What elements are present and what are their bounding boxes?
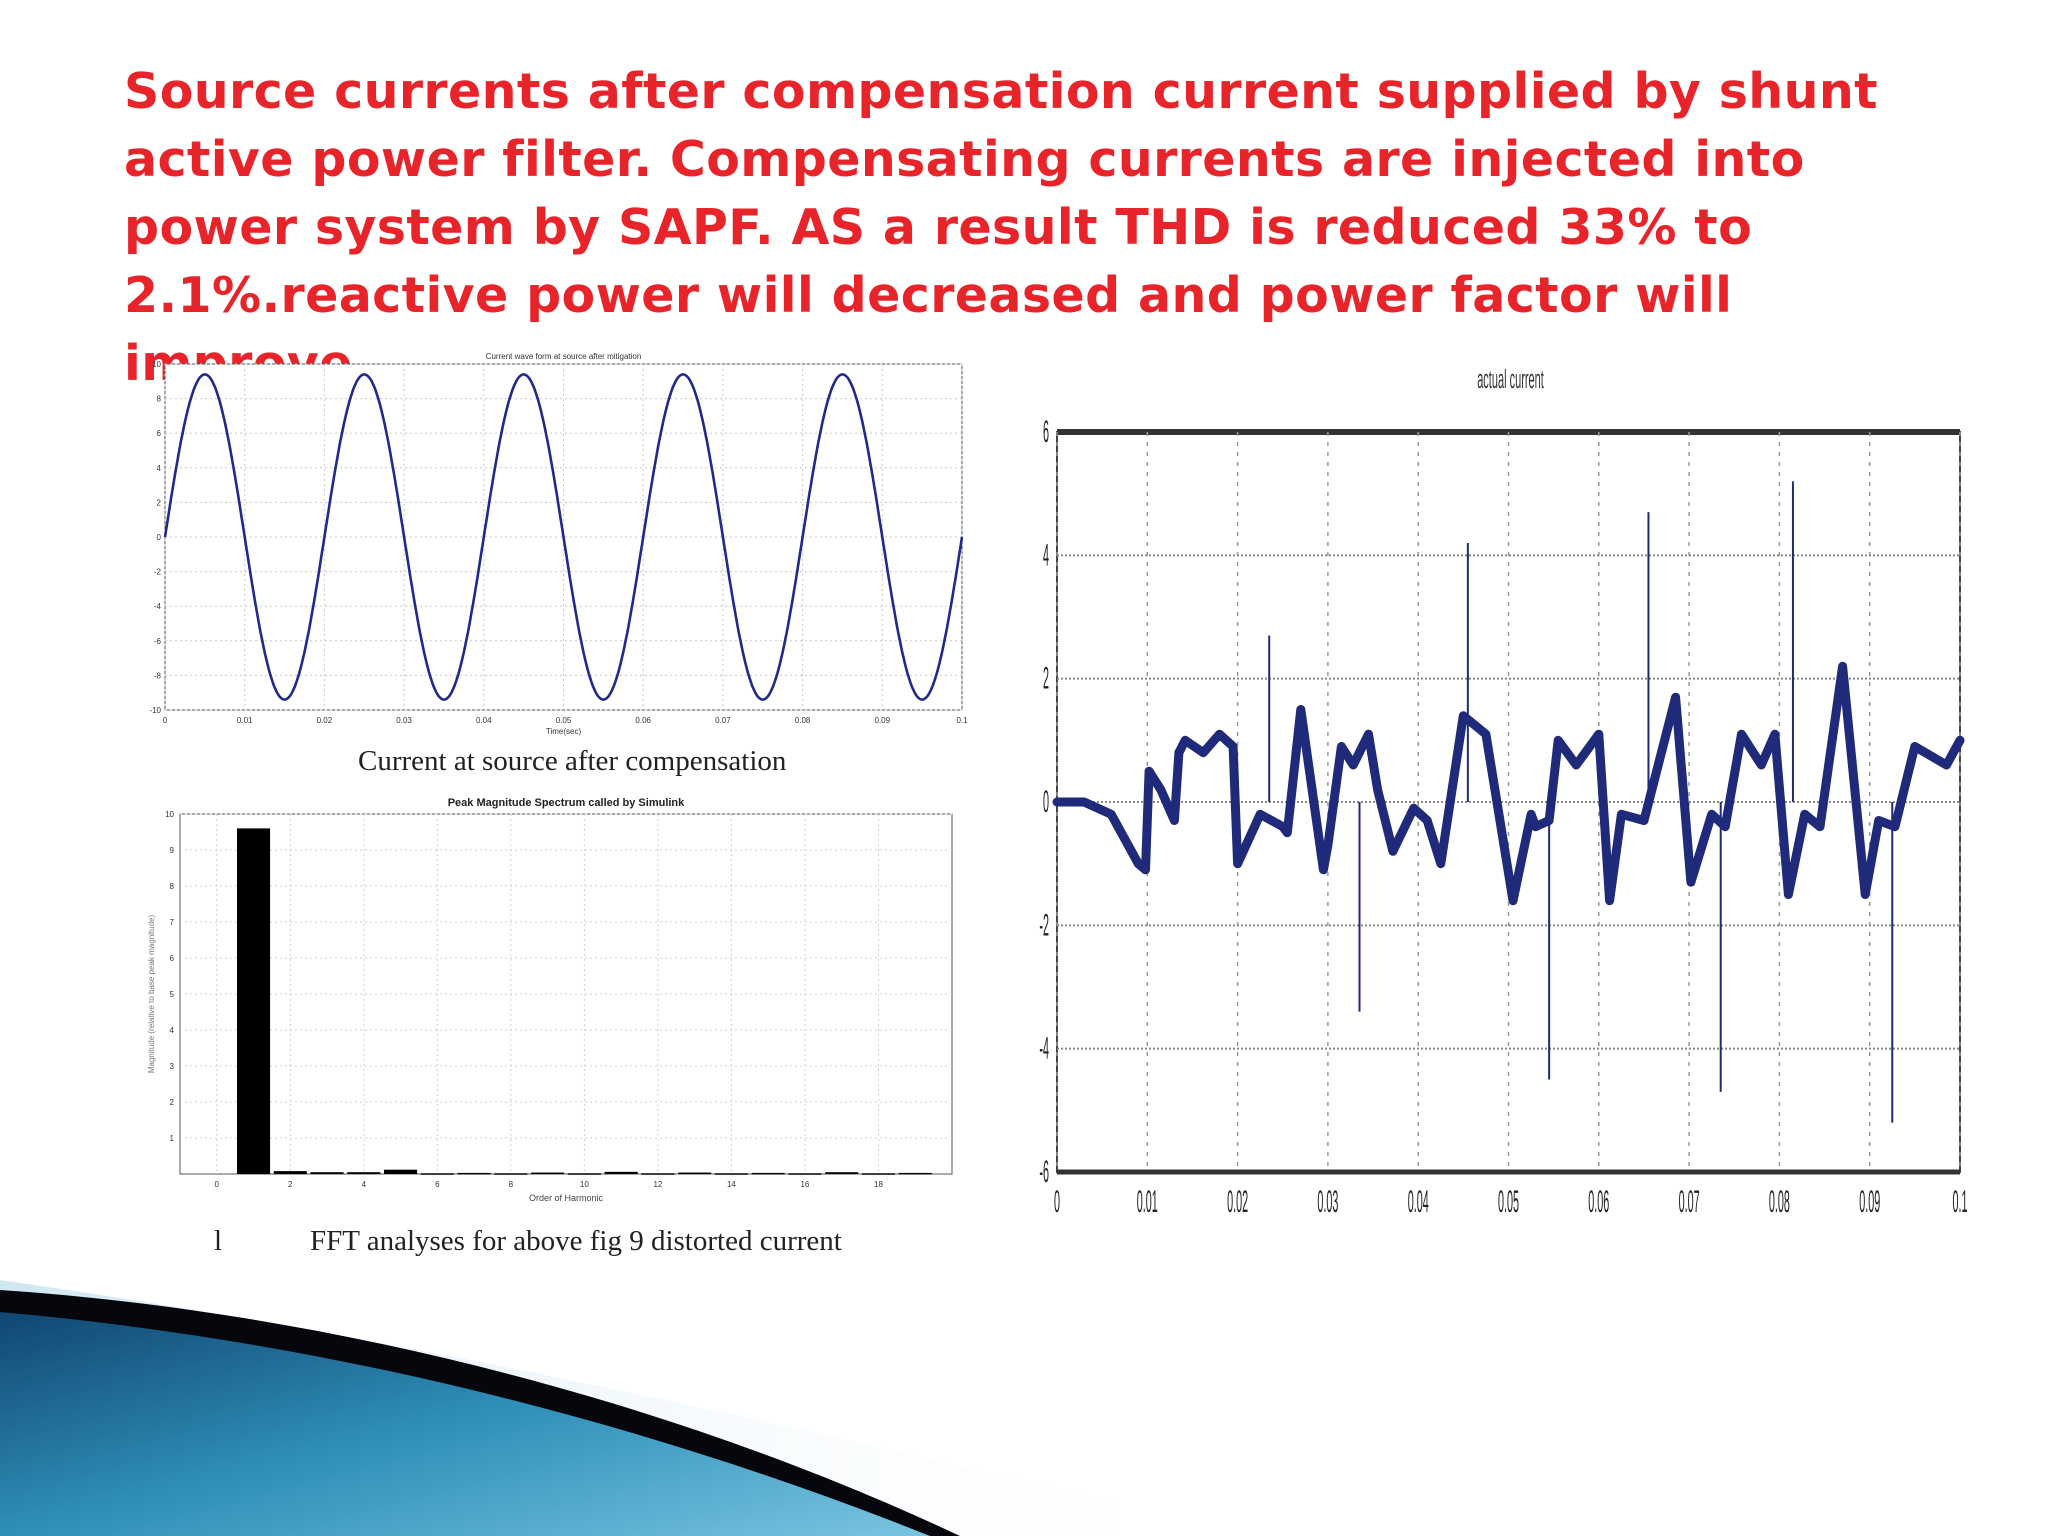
caption-fft-analysis: FFT analyses for above fig 9 distorted c… [310,1225,842,1257]
y-tick-label: 0 [157,533,162,542]
x-tick-label: 0.06 [1588,1184,1609,1219]
y-tick-label: 2 [170,1098,175,1107]
harmonic-bar [236,828,271,1174]
y-tick-label: 5 [170,990,175,999]
y-tick-label: 2 [1043,661,1049,696]
y-tick-label: 8 [170,882,175,891]
x-tick-label: 0.08 [795,716,811,725]
x-tick-label: 18 [874,1180,883,1189]
actual-current-chart: 0 0.01 0.02 0.03 0.04 0.05 0.06 0.07 0.08 0.09 0.1… [1020,360,2020,1260]
y-tick-label: 9 [170,846,175,855]
x-tick-label: 0.05 [556,716,572,725]
harmonic-bar [347,1172,381,1174]
y-tick-label: -2 [1039,907,1049,942]
x-tick-label: 6 [435,1180,440,1189]
x-tick-label: 0.09 [875,716,891,725]
x-tick-label: 2 [288,1180,293,1189]
x-axis-label: Order of Harmonic [529,1193,604,1203]
y-tick-label: 4 [157,464,162,473]
x-tick-label: 10 [580,1180,589,1189]
y-tick-label: 6 [170,954,175,963]
y-tick-label: 10 [152,360,161,369]
y-tick-label: -10 [149,706,161,715]
harmonic-bar [788,1173,822,1175]
current-series-line [1052,661,1965,906]
harmonic-bar [825,1172,859,1174]
x-tick-label: 0.04 [476,716,492,725]
y-tick-label: -4 [1039,1031,1049,1066]
y-tick-label: 8 [157,395,162,404]
x-tick-label: 0.08 [1769,1184,1790,1219]
x-tick-label: 0 [215,1180,220,1189]
y-tick-label: 4 [1043,537,1049,572]
y-tick-label: 3 [170,1062,175,1071]
y-tick-label: -8 [154,671,162,680]
chart-title: actual current [1477,366,1544,395]
x-tick-label: 0 [1054,1184,1060,1219]
y-tick-label: 6 [157,429,162,438]
x-tick-label: 0.09 [1859,1184,1880,1219]
x-tick-label: 0 [163,716,168,725]
harmonic-bar [678,1172,712,1175]
harmonic-bar [861,1173,896,1175]
current-series-line [163,373,964,701]
y-tick-label: 2 [157,498,162,507]
harmonic-bar [494,1173,528,1175]
x-tick-label: 0.1 [956,716,968,725]
x-tick-label: 0.05 [1498,1184,1519,1219]
x-tick-label: 0.02 [1227,1184,1248,1219]
harmonic-bar [751,1172,785,1175]
x-tick-label: 8 [509,1180,514,1189]
caption-source-current: Current at source after compensation [358,745,787,777]
x-tick-label: 0.04 [1408,1184,1429,1219]
harmonic-bar [567,1173,601,1175]
y-tick-label: -6 [1039,1154,1049,1189]
harmonic-bar [641,1173,675,1175]
x-tick-label: 12 [653,1180,662,1189]
y-tick-label: 6 [1043,414,1049,449]
x-tick-label: 0.1 [1952,1184,1967,1219]
harmonic-bar [457,1172,491,1175]
harmonic-spectrum-chart: 0 2 4 6 8 10 12 14 16 18 1 2 3 4 5 6 7 8 9 10 Peak Magnitude… [140,790,970,1210]
y-tick-label: 0 [1043,784,1049,819]
chart-title: Current wave form at source after mitiga… [486,352,642,361]
x-tick-label: 4 [362,1180,367,1189]
x-tick-label: 16 [800,1180,809,1189]
y-tick-label: -6 [154,637,162,646]
x-tick-label: 0.01 [1137,1184,1158,1219]
x-tick-label: 0.06 [635,716,651,725]
harmonic-bar [384,1169,418,1174]
x-tick-label: 0.03 [396,716,412,725]
harmonic-bar [604,1171,638,1174]
harmonic-bar [310,1172,344,1174]
x-tick-label: 0.01 [237,716,253,725]
x-axis-label: Time(sec) [546,727,582,736]
harmonic-bar [531,1172,565,1175]
caption-marker: l [214,1225,223,1257]
harmonic-bar [273,1171,307,1174]
y-tick-label: 7 [170,918,175,927]
x-tick-label: 0.02 [317,716,333,725]
y-tick-label: 4 [170,1026,175,1035]
source-current-waveform-chart: 0 0.01 0.02 0.03 0.04 0.05 0.06 0.07 0.08 0.09 0.1… [149,348,970,736]
x-tick-label: 0.03 [1317,1184,1338,1219]
x-tick-label: 14 [727,1180,736,1189]
y-axis-label: Magnitude (relative to base peak magnitu… [147,915,156,1074]
harmonic-bar [420,1173,454,1175]
harmonic-bar [714,1173,748,1175]
y-tick-label: 1 [170,1134,175,1143]
y-tick-label: -2 [154,568,162,577]
x-tick-label: 0.07 [715,716,731,725]
y-tick-label: -4 [154,602,162,611]
x-tick-label: 0.07 [1679,1184,1700,1219]
harmonic-bar [898,1172,932,1175]
y-tick-label: 10 [165,810,174,819]
chart-title: Peak Magnitude Spectrum called by Simuli… [448,797,685,809]
